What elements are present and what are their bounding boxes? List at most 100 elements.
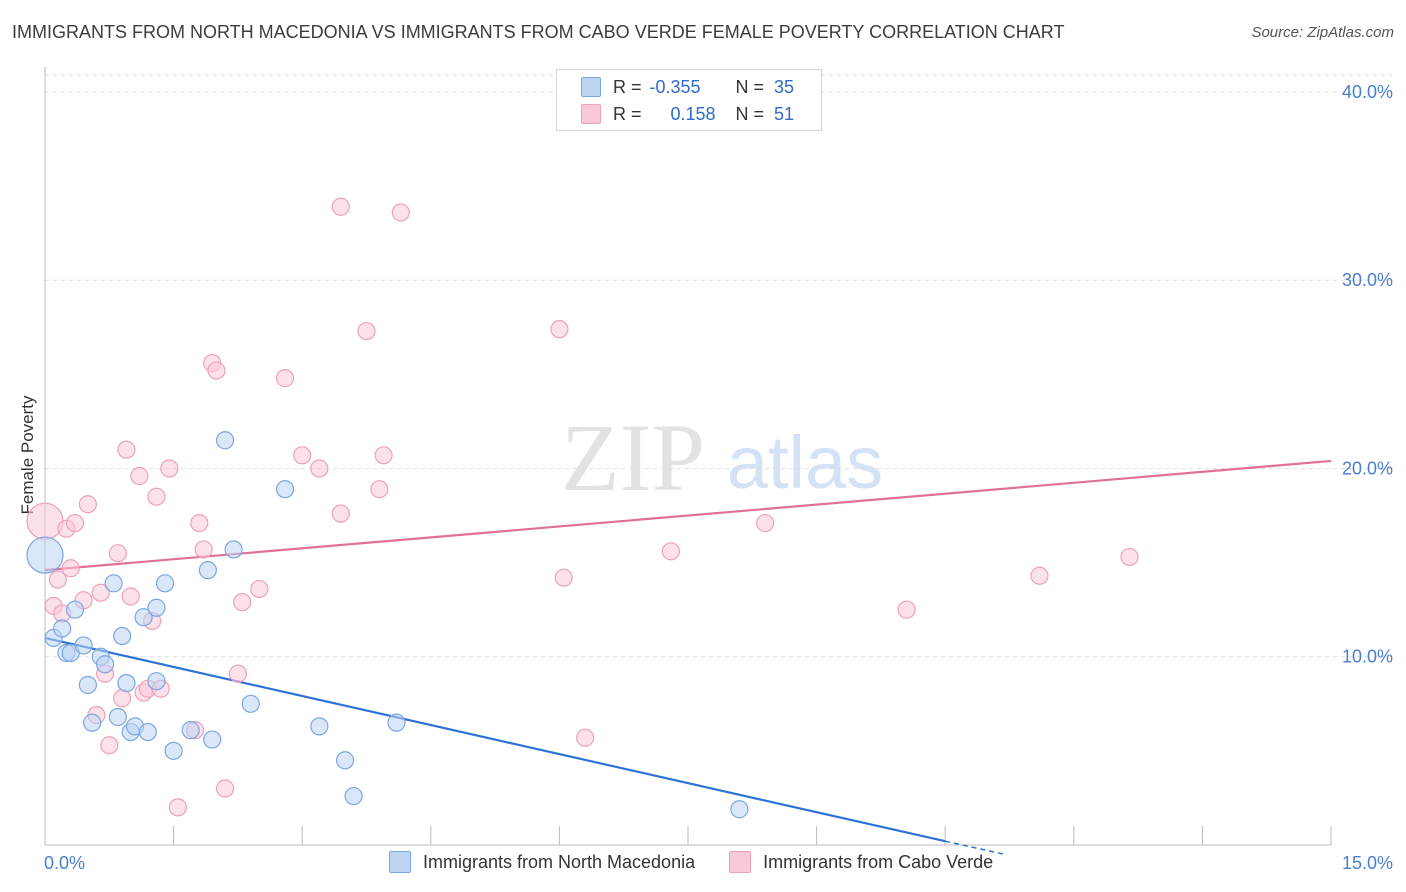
point-north-macedonia (108, 707, 127, 727)
point-cabo-verde (61, 559, 80, 578)
point-cabo-verde (91, 583, 110, 602)
point-cabo-verde (113, 689, 132, 708)
point-cabo-verde (1030, 566, 1049, 585)
trend-line-extension (945, 840, 1006, 856)
point-north-macedonia (335, 751, 355, 770)
point-north-macedonia (164, 741, 183, 760)
point-north-macedonia (117, 673, 136, 693)
pink-swatch (729, 851, 752, 873)
blue-swatch (581, 77, 601, 97)
point-north-macedonia (26, 536, 64, 574)
point-north-macedonia (134, 608, 153, 627)
watermark-zip: ZIP (561, 404, 705, 511)
point-cabo-verde (554, 568, 573, 587)
point-cabo-verde (331, 504, 350, 523)
point-north-macedonia (241, 694, 260, 713)
point-north-macedonia (83, 713, 102, 732)
y-tick-label: 20.0% (1342, 458, 1393, 478)
r-label: R = (613, 76, 642, 97)
point-cabo-verde (48, 570, 67, 589)
point-north-macedonia (730, 800, 749, 819)
r-label: R = (613, 103, 642, 124)
point-north-macedonia (215, 431, 235, 450)
point-north-macedonia (113, 626, 132, 646)
point-north-macedonia (74, 636, 93, 655)
point-north-macedonia (203, 730, 222, 749)
point-cabo-verde (756, 513, 775, 533)
point-cabo-verde (168, 798, 187, 817)
point-north-macedonia (147, 672, 166, 691)
r-value: -0.355 (649, 76, 701, 97)
n-label: N = (735, 76, 765, 97)
point-cabo-verde (108, 544, 127, 563)
point-cabo-verde (250, 579, 269, 599)
n-label: N = (735, 103, 765, 124)
y-tick-label: 30.0% (1342, 270, 1393, 290)
pink-swatch (581, 104, 601, 124)
r-value: 0.158 (670, 103, 716, 124)
point-cabo-verde (370, 480, 389, 499)
point-north-macedonia (147, 598, 166, 617)
point-cabo-verde (661, 542, 680, 561)
point-north-macedonia (275, 480, 295, 499)
point-north-macedonia (138, 722, 157, 742)
n-value: 35 (774, 76, 795, 97)
correlation-legend: R = -0.355 N = 35 R = 0.158 N = 51 (556, 69, 822, 131)
point-cabo-verde (121, 587, 140, 606)
x-tick-label: 0.0% (44, 853, 85, 873)
point-cabo-verde (78, 495, 97, 514)
point-north-macedonia (95, 655, 115, 674)
point-cabo-verde (160, 459, 179, 478)
point-north-macedonia (181, 721, 200, 740)
point-cabo-verde (374, 446, 393, 465)
n-value: 51 (774, 103, 795, 124)
point-cabo-verde (357, 321, 376, 341)
point-cabo-verde (310, 459, 329, 478)
point-north-macedonia (155, 574, 175, 593)
point-cabo-verde (117, 440, 136, 459)
legend-item-north-macedonia: Immigrants from North Macedonia (389, 851, 695, 873)
point-north-macedonia (53, 619, 72, 638)
chart-title: IMMIGRANTS FROM NORTH MACEDONIA VS IMMIG… (12, 22, 1065, 42)
point-cabo-verde (228, 664, 247, 683)
watermark-atlas: atlas (727, 421, 883, 504)
point-cabo-verde (293, 446, 312, 465)
point-cabo-verde (215, 779, 235, 798)
point-cabo-verde (147, 487, 166, 506)
point-cabo-verde (1120, 547, 1139, 567)
point-cabo-verde (576, 728, 595, 747)
blue-swatch (389, 851, 411, 873)
trend-line-north-macedonia (44, 636, 946, 843)
point-cabo-verde (897, 600, 916, 619)
point-cabo-verde (233, 593, 252, 612)
point-cabo-verde (207, 361, 226, 380)
point-cabo-verde (331, 197, 350, 216)
legend-item-cabo-verde: Immigrants from Cabo Verde (729, 851, 993, 873)
point-cabo-verde (65, 513, 85, 533)
point-cabo-verde (190, 513, 209, 533)
point-north-macedonia (224, 540, 243, 559)
x-tick-label: 15.0% (1342, 853, 1393, 873)
trend-line-cabo-verde (44, 459, 1332, 572)
point-north-macedonia (198, 561, 217, 580)
point-north-macedonia (65, 600, 85, 619)
legend-label: Immigrants from Cabo Verde (763, 851, 994, 872)
legend-label: Immigrants from North Macedonia (423, 851, 696, 872)
point-north-macedonia (344, 786, 363, 806)
point-north-macedonia (310, 717, 329, 736)
point-cabo-verde (100, 736, 119, 755)
y-tick-label: 40.0% (1342, 82, 1393, 102)
source-label: Source: ZipAtlas.com (1251, 24, 1394, 41)
point-cabo-verde (194, 540, 213, 559)
point-north-macedonia (78, 675, 97, 695)
point-cabo-verde (130, 466, 149, 486)
series-legend: Immigrants from North Macedonia Immigran… (389, 851, 1027, 873)
point-north-macedonia (387, 713, 406, 732)
legend-row-cabo-verde: R = 0.158 N = 51 (581, 102, 794, 126)
legend-row-north-macedonia: R = -0.355 N = 35 (581, 75, 794, 99)
point-cabo-verde (391, 203, 410, 222)
point-cabo-verde (26, 502, 64, 540)
point-north-macedonia (104, 574, 123, 593)
point-cabo-verde (550, 320, 569, 339)
